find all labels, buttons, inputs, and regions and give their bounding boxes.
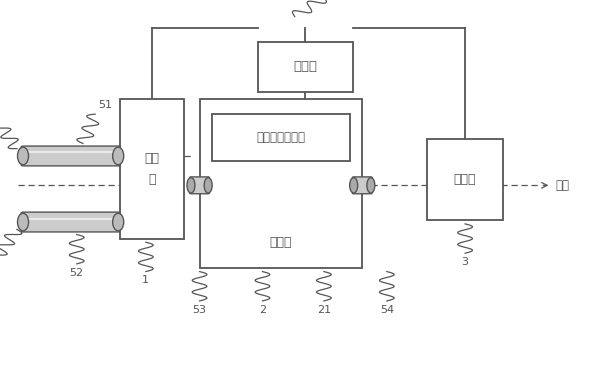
Text: 抽气泵: 抽气泵: [454, 173, 476, 186]
Ellipse shape: [187, 178, 195, 193]
Text: 52: 52: [69, 268, 84, 277]
Text: 控制器: 控制器: [293, 61, 317, 73]
Text: 密封腔: 密封腔: [270, 236, 292, 249]
Text: 室内: 室内: [556, 179, 570, 192]
Text: 1: 1: [142, 275, 149, 285]
Ellipse shape: [350, 178, 357, 193]
Ellipse shape: [113, 147, 124, 165]
Bar: [200, 99, 362, 268]
FancyBboxPatch shape: [21, 212, 120, 232]
Ellipse shape: [367, 178, 375, 193]
FancyBboxPatch shape: [21, 146, 120, 166]
Ellipse shape: [204, 178, 212, 193]
Bar: [212, 114, 350, 161]
Bar: [427, 139, 503, 220]
FancyBboxPatch shape: [190, 177, 209, 194]
Text: 电磁
阀: 电磁 阀: [144, 152, 160, 186]
Text: 51: 51: [98, 101, 112, 110]
Text: 2: 2: [259, 305, 266, 315]
FancyBboxPatch shape: [352, 177, 372, 194]
Bar: [258, 42, 353, 92]
Bar: [120, 99, 184, 239]
Text: 二氧化碳传感器: 二氧化碳传感器: [257, 131, 305, 144]
Text: 3: 3: [462, 257, 468, 267]
Ellipse shape: [113, 213, 124, 231]
Text: 53: 53: [193, 305, 206, 315]
Text: 21: 21: [317, 305, 331, 315]
Text: 54: 54: [379, 305, 394, 315]
Ellipse shape: [18, 213, 29, 231]
Ellipse shape: [18, 147, 29, 165]
